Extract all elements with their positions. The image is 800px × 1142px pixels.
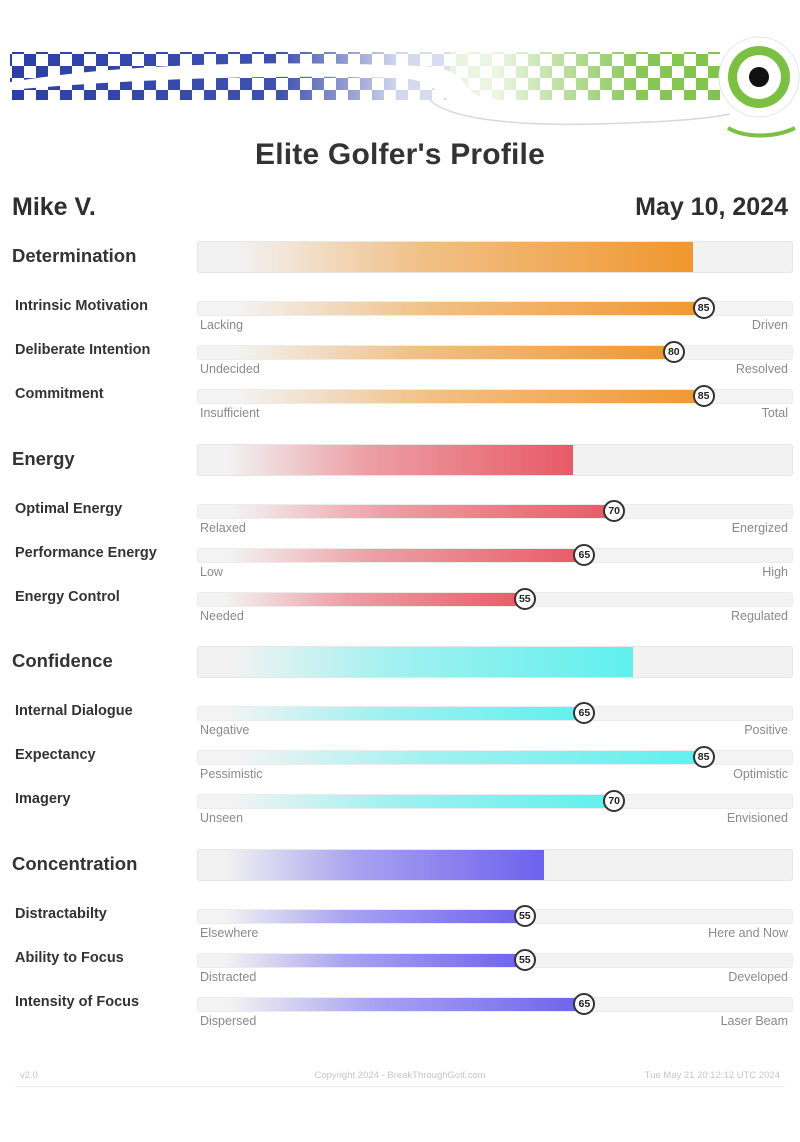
scale-low-label: Undecided — [200, 362, 260, 376]
golfer-name: Mike V. — [12, 193, 96, 221]
score-badge-expectancy: 85 — [692, 746, 715, 768]
scale-low-label: Relaxed — [200, 521, 246, 535]
item-bar-fill-commitment — [198, 390, 705, 403]
item-label-imagery: Imagery — [15, 791, 71, 807]
scale-low-label: Low — [200, 565, 223, 579]
item-bar-fill-ability-to-focus — [198, 954, 526, 967]
scale-low-label: Unseen — [200, 811, 244, 825]
report-title: Elite Golfer's Profile — [255, 138, 545, 171]
footer-divider — [15, 1086, 785, 1087]
score-badge-imagery: 70 — [603, 790, 626, 812]
category-label-determination: Determination — [12, 245, 137, 266]
item-bar-optimal-energy — [197, 504, 793, 519]
item-bar-deliberate-intention — [197, 345, 793, 360]
generated-timestamp: Tue May 21 20:12:12 UTC 2024 — [644, 1070, 780, 1081]
item-bar-expectancy — [197, 750, 793, 765]
scale-low-label: Dispersed — [200, 1014, 257, 1028]
item-label-distractabilty: Distractabilty — [15, 906, 107, 922]
category-label-concentration: Concentration — [12, 853, 138, 874]
item-bar-imagery — [197, 794, 793, 809]
item-label-intrinsic-motivation: Intrinsic Motivation — [15, 298, 148, 314]
scale-high-label: Regulated — [731, 609, 788, 623]
scale-low-label: Needed — [200, 609, 244, 623]
item-bar-fill-deliberate-intention — [198, 346, 675, 359]
score-badge-ability-to-focus: 55 — [513, 949, 536, 971]
item-bar-internal-dialogue — [197, 706, 793, 721]
header-banner-graphic — [10, 36, 800, 138]
item-label-deliberate-intention: Deliberate Intention — [15, 342, 151, 358]
scale-low-label: Pessimistic — [200, 767, 263, 781]
scale-high-label: Positive — [744, 723, 788, 737]
scale-high-label: Driven — [751, 318, 788, 332]
report-date: May 10, 2024 — [635, 193, 788, 221]
scale-low-label: Elsewhere — [200, 926, 259, 940]
scale-high-label: Developed — [728, 970, 788, 984]
item-label-optimal-energy: Optimal Energy — [15, 501, 123, 517]
category-bar-energy — [197, 444, 793, 476]
item-label-ability-to-focus: Ability to Focus — [15, 950, 124, 966]
item-bar-distractabilty — [197, 909, 793, 924]
score-badge-deliberate-intention: 80 — [662, 341, 685, 363]
item-label-intensity-of-focus: Intensity of Focus — [15, 994, 140, 1010]
item-label-performance-energy: Performance Energy — [15, 545, 157, 561]
category-bar-fill-confidence — [198, 647, 634, 677]
item-label-commitment: Commitment — [15, 386, 104, 402]
report-footer: v2.0 Copyright 2024 - BreakThroughGolf.c… — [0, 1066, 800, 1084]
scale-high-label: Envisioned — [726, 811, 788, 825]
scale-high-label: Resolved — [735, 362, 788, 376]
item-label-internal-dialogue: Internal Dialogue — [15, 703, 133, 719]
category-bar-confidence — [197, 646, 793, 678]
scale-high-label: Here and Now — [708, 926, 788, 940]
item-bar-fill-expectancy — [198, 751, 705, 764]
scale-high-label: Energized — [731, 521, 788, 535]
scale-low-label: Insufficient — [200, 406, 260, 420]
score-badge-performance-energy: 65 — [573, 544, 596, 566]
item-bar-fill-optimal-energy — [198, 505, 616, 518]
scale-low-label: Lacking — [200, 318, 244, 332]
copyright-text: Copyright 2024 - BreakThroughGolf.com — [314, 1070, 486, 1081]
category-bar-concentration — [197, 849, 793, 881]
scale-high-label: High — [762, 565, 788, 579]
category-bar-fill-determination — [198, 242, 693, 272]
item-bar-ability-to-focus — [197, 953, 793, 968]
item-bar-intrinsic-motivation — [197, 301, 793, 316]
category-label-energy: Energy — [12, 448, 75, 469]
category-bar-fill-energy — [198, 445, 574, 475]
scale-high-label: Optimistic — [733, 767, 788, 781]
item-label-expectancy: Expectancy — [15, 747, 96, 763]
category-label-confidence: Confidence — [12, 650, 113, 671]
scale-high-label: Total — [761, 406, 788, 420]
item-bar-energy-control — [197, 592, 793, 607]
item-bar-fill-intensity-of-focus — [198, 998, 586, 1011]
score-badge-commitment: 85 — [692, 385, 715, 407]
item-bar-commitment — [197, 389, 793, 404]
score-badge-distractabilty: 55 — [513, 905, 536, 927]
score-badge-optimal-energy: 70 — [603, 500, 626, 522]
scale-low-label: Distracted — [200, 970, 257, 984]
score-badge-intrinsic-motivation: 85 — [692, 297, 715, 319]
version-label: v2.0 — [20, 1070, 38, 1081]
item-bar-fill-imagery — [198, 795, 616, 808]
score-badge-energy-control: 55 — [513, 588, 536, 610]
item-bar-fill-distractabilty — [198, 910, 526, 923]
item-bar-fill-energy-control — [198, 593, 526, 606]
item-bar-intensity-of-focus — [197, 997, 793, 1012]
scale-low-label: Negative — [200, 723, 250, 737]
category-bar-determination — [197, 241, 793, 273]
score-badge-internal-dialogue: 65 — [573, 702, 596, 724]
item-bar-fill-internal-dialogue — [198, 707, 586, 720]
item-bar-fill-performance-energy — [198, 549, 586, 562]
score-badge-intensity-of-focus: 65 — [573, 993, 596, 1015]
item-bar-fill-intrinsic-motivation — [198, 302, 705, 315]
category-bar-fill-concentration — [198, 850, 544, 880]
scale-high-label: Laser Beam — [720, 1014, 788, 1028]
item-label-energy-control: Energy Control — [15, 589, 120, 605]
item-bar-performance-energy — [197, 548, 793, 563]
